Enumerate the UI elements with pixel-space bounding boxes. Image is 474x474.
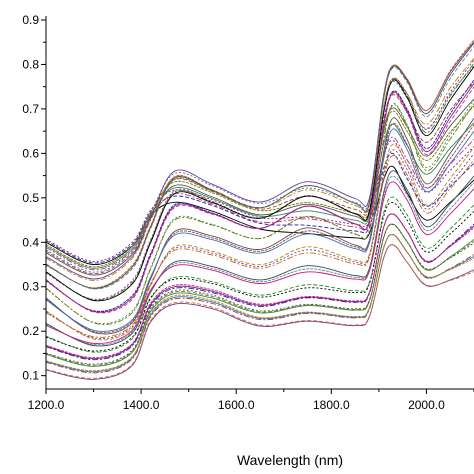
x-tick-label: 1200.0 bbox=[28, 398, 65, 412]
y-tick-label: 0.4 bbox=[22, 235, 39, 249]
spectrum-line bbox=[45, 81, 474, 275]
y-tick-label: 0.9 bbox=[22, 13, 39, 27]
y-tick-label: 0.5 bbox=[22, 191, 39, 205]
spectrum-line bbox=[45, 196, 474, 353]
y-tick-label: 0.1 bbox=[22, 369, 39, 383]
spectrum-line bbox=[45, 244, 474, 379]
x-tick-label: 1400.0 bbox=[123, 398, 160, 412]
x-tick-label: 1800.0 bbox=[313, 398, 350, 412]
y-tick-label: 0.3 bbox=[22, 280, 39, 294]
spectrum-line bbox=[45, 46, 474, 290]
spectrum-line bbox=[45, 170, 474, 347]
spectrum-line bbox=[45, 86, 474, 314]
axes bbox=[45, 16, 474, 390]
spectrum-line bbox=[45, 103, 474, 325]
spectrum-line bbox=[45, 175, 474, 346]
y-tick-label: 0.7 bbox=[22, 102, 39, 116]
spectrum-line bbox=[45, 181, 474, 344]
spectrum-line bbox=[45, 99, 474, 325]
spectrum-line bbox=[45, 98, 474, 276]
y-tick-label: 0.6 bbox=[22, 146, 39, 160]
spectrum-line bbox=[45, 136, 474, 271]
x-axis-title: Wavelength (nm) bbox=[237, 452, 343, 468]
spectrum-curves bbox=[45, 39, 474, 380]
spectrum-line bbox=[45, 202, 474, 352]
y-axis-ticks: 0.1 0.2 0.3 0.4 0.5 0.6 0.7 0.8 0.9 bbox=[22, 13, 46, 383]
spectrum-line bbox=[45, 154, 474, 338]
spectrum-line bbox=[45, 128, 474, 332]
y-tick-label: 0.8 bbox=[22, 57, 39, 71]
spectrum-line bbox=[45, 105, 474, 268]
spectrum-line bbox=[45, 213, 474, 359]
spectrum-line bbox=[45, 234, 474, 372]
spectrum-line bbox=[45, 41, 474, 280]
spectrum-line bbox=[45, 139, 474, 262]
y-tick-label: 0.2 bbox=[22, 324, 39, 338]
x-tick-label: 1600.0 bbox=[218, 398, 255, 412]
x-axis-ticks: 1200.0 1400.0 1600.0 1800.0 2000.0 bbox=[28, 389, 474, 412]
spectrum-line bbox=[45, 152, 474, 264]
x-tick-label: 2000.0 bbox=[408, 398, 445, 412]
spectrum-line bbox=[45, 58, 474, 281]
spectrum-line bbox=[45, 223, 474, 365]
spectrum-line bbox=[45, 122, 474, 334]
spectrum-line bbox=[45, 66, 474, 302]
spectrum-line bbox=[45, 143, 474, 341]
